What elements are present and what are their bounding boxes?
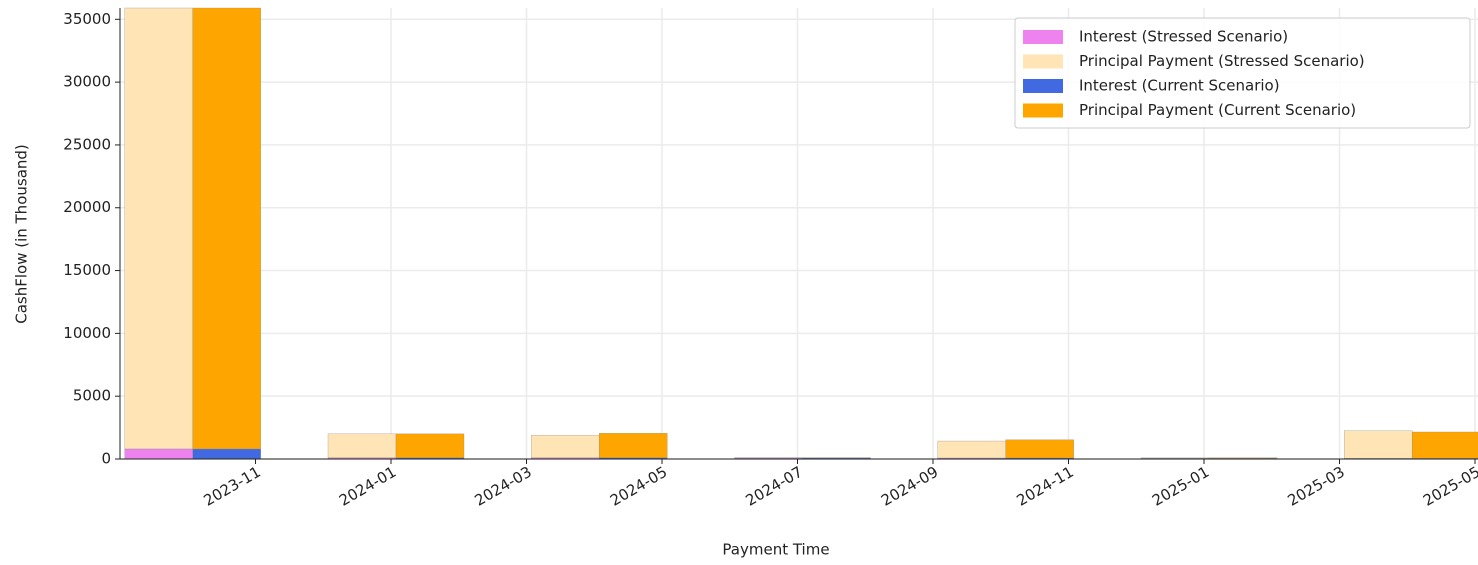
bar <box>193 8 261 449</box>
bar <box>396 434 464 458</box>
x-tick-label: 2024-09 <box>878 463 941 510</box>
legend-swatch <box>1023 79 1063 93</box>
y-tick-label: 10000 <box>63 324 111 342</box>
y-tick-label: 0 <box>101 450 111 468</box>
x-tick-label: 2025-03 <box>1284 463 1347 510</box>
bar <box>1412 432 1478 458</box>
bar <box>1209 458 1277 459</box>
bar <box>328 434 396 458</box>
bar <box>938 441 1006 458</box>
x-tick-label: 2024-05 <box>607 463 670 510</box>
legend-label: Principal Payment (Current Scenario) <box>1079 101 1356 119</box>
y-tick-label: 5000 <box>73 387 111 405</box>
y-tick-label: 25000 <box>63 135 111 153</box>
bar <box>125 8 193 449</box>
bar <box>1006 440 1074 458</box>
x-tick-label: 2024-11 <box>1013 463 1076 510</box>
y-tick-label: 35000 <box>63 10 111 28</box>
legend-label: Principal Payment (Stressed Scenario) <box>1079 52 1365 70</box>
legend-label: Interest (Stressed Scenario) <box>1079 28 1288 46</box>
y-tick-label: 30000 <box>63 73 111 91</box>
y-tick-label: 15000 <box>63 261 111 279</box>
x-tick-label: 2025-01 <box>1149 463 1212 510</box>
bar <box>193 449 261 459</box>
legend-swatch <box>1023 30 1063 44</box>
x-tick-label: 2025-05 <box>1420 463 1478 510</box>
bar <box>599 433 667 457</box>
bar <box>125 449 193 459</box>
x-tick-label: 2023-11 <box>200 463 263 510</box>
y-axis-label: CashFlow (in Thousand) <box>13 144 31 324</box>
legend-swatch <box>1023 104 1063 118</box>
x-tick-label: 2024-03 <box>471 463 534 510</box>
bar <box>531 435 599 458</box>
legend-label: Interest (Current Scenario) <box>1079 77 1280 95</box>
x-tick-label: 2024-07 <box>742 463 805 510</box>
x-tick-label: 2024-01 <box>336 463 399 510</box>
bar <box>1344 431 1412 459</box>
y-tick-label: 20000 <box>63 198 111 216</box>
legend-swatch <box>1023 55 1063 69</box>
x-axis-label: Payment Time <box>722 541 829 559</box>
